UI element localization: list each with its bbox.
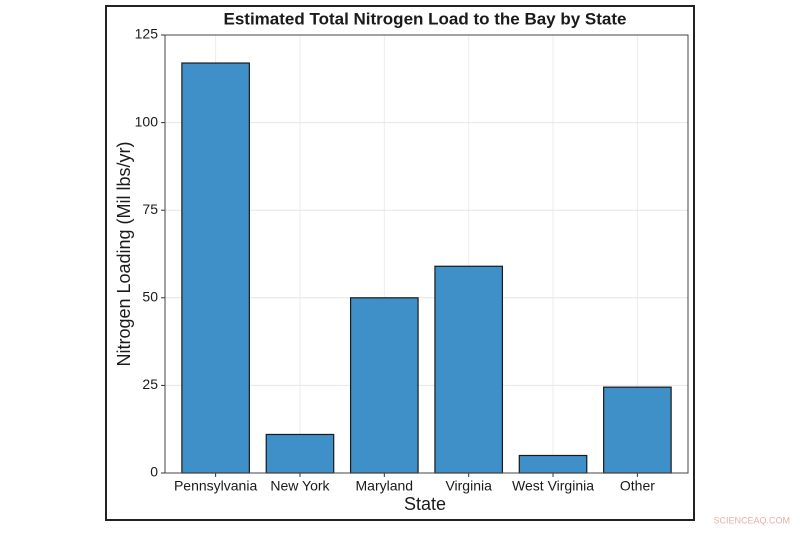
bar [181,62,250,474]
x-tick-label: New York [270,478,330,494]
x-tick-label: Virginia [445,478,492,494]
y-axis-label: Nitrogen Loading (Mil lbs/yr) [114,141,134,366]
y-tick-label: 100 [135,113,159,129]
bar [349,297,419,474]
x-tick-label: Maryland [356,478,414,494]
x-tick-label: Other [620,478,655,494]
bar [603,386,672,474]
x-tick-label: Pennsylvania [174,478,257,494]
y-tick-label: 50 [142,289,158,305]
x-axis-label: State [404,494,446,514]
x-tick-label: West Virginia [512,478,594,494]
y-tick-label: 25 [142,376,158,392]
chart-title: Estimated Total Nitrogen Load to the Bay… [223,9,626,28]
y-tick-label: 75 [142,201,158,217]
watermark: SCIENCEAQ.COM [713,515,790,525]
bar [265,433,335,474]
bar [434,265,504,474]
y-tick-label: 0 [150,464,158,480]
y-tick-label: 125 [135,26,159,42]
bar [518,454,588,474]
plot-border [164,34,689,474]
